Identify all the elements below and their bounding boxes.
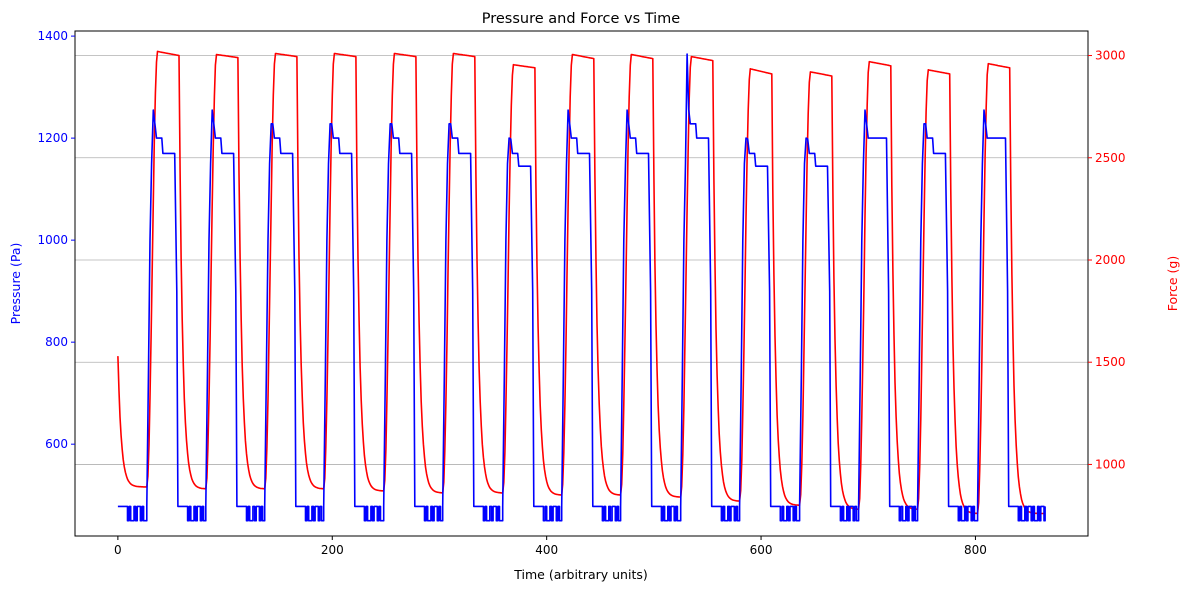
pressure-series: [117, 53, 1046, 522]
force-series: [117, 50, 1046, 515]
right-tick-label: 2500: [1095, 151, 1126, 165]
left-tick-label: 600: [45, 437, 68, 451]
left-axis-label: Pressure (Pa): [8, 243, 23, 325]
left-tick-label: 1400: [37, 29, 68, 43]
right-axis-label: Force (g): [1165, 256, 1180, 311]
right-tick-label: 3000: [1095, 49, 1126, 63]
pressure-line: [117, 53, 1046, 522]
left-tick-label: 1000: [37, 233, 68, 247]
left-tick-label: 800: [45, 335, 68, 349]
right-tick-label: 1000: [1095, 457, 1126, 471]
left-axis-ticks: 600 800 1000 1200 1400: [37, 29, 75, 451]
plot-frame: [74, 30, 1089, 537]
x-tick-label: 600: [750, 543, 773, 557]
right-axis-ticks: 1000 1500 2000 2500 3000: [1088, 49, 1126, 471]
x-tick-label: 200: [321, 543, 344, 557]
force-line: [117, 50, 1046, 515]
left-tick-label: 1200: [37, 131, 68, 145]
chart-title: Pressure and Force vs Time: [482, 11, 681, 27]
x-tick-label: 400: [535, 543, 558, 557]
right-tick-label: 1500: [1095, 355, 1126, 369]
x-tick-label: 800: [964, 543, 987, 557]
x-tick-label: 0: [114, 543, 122, 557]
right-tick-label: 2000: [1095, 253, 1126, 267]
x-axis-label: Time (arbitrary units): [513, 567, 647, 582]
x-axis-ticks: 0 200 400 600 800: [114, 536, 987, 557]
